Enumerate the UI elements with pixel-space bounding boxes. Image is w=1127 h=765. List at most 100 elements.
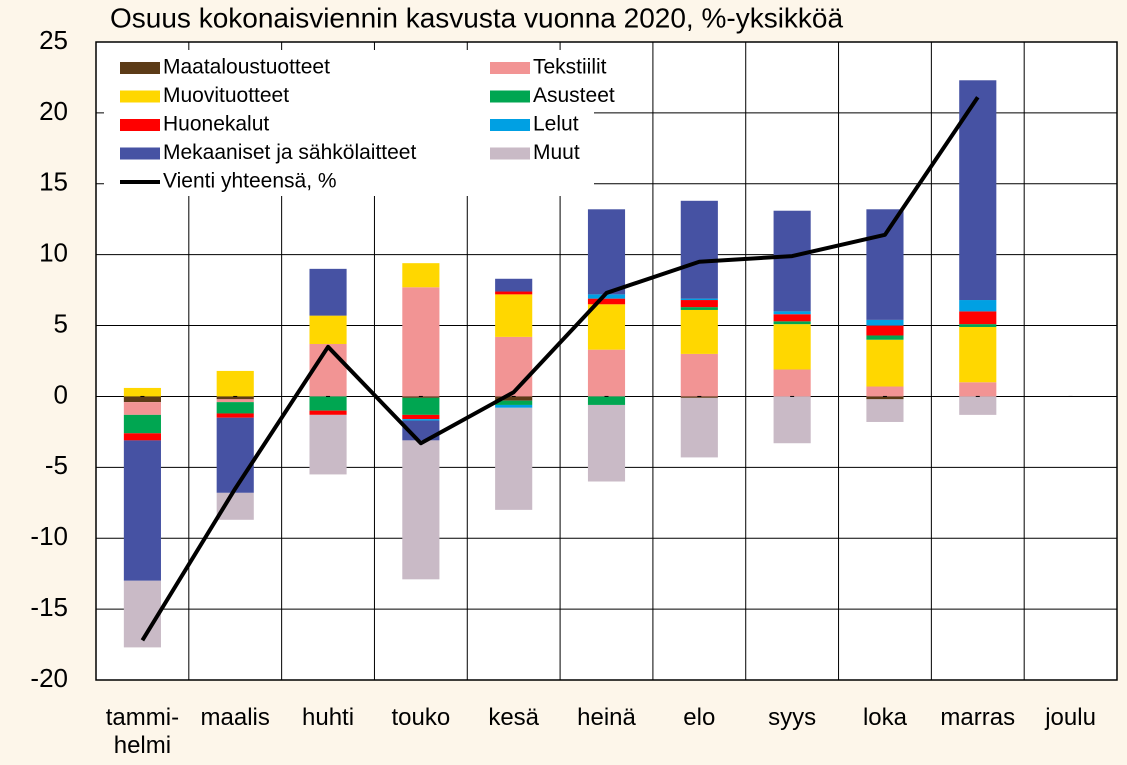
bar-segment bbox=[216, 413, 254, 418]
bar-segment bbox=[402, 419, 440, 421]
bar-segment bbox=[773, 321, 811, 325]
bar-segment bbox=[402, 396, 440, 398]
y-tick-label: -20 bbox=[30, 663, 68, 693]
bar-segment bbox=[680, 307, 718, 310]
x-tick-label: touko bbox=[391, 704, 451, 731]
bar-segment bbox=[309, 315, 347, 344]
bar-segment bbox=[587, 209, 626, 295]
bar-segment bbox=[959, 324, 997, 327]
legend-swatch bbox=[120, 62, 160, 74]
legend-swatch bbox=[120, 147, 160, 160]
bar-segment bbox=[680, 298, 718, 301]
bar-segment bbox=[495, 396, 533, 401]
bar-segment bbox=[402, 440, 440, 580]
legend-label: Vienti yhteensä, % bbox=[163, 170, 337, 193]
bar-segment bbox=[773, 396, 811, 444]
bar-segment bbox=[680, 396, 718, 398]
bar-segment bbox=[495, 336, 533, 397]
legend-label: Lelut bbox=[533, 113, 579, 136]
x-tick-label: marras bbox=[940, 704, 1016, 731]
bar-segment bbox=[309, 343, 347, 397]
bar-segment bbox=[495, 407, 533, 510]
bar-segment bbox=[309, 268, 347, 316]
bar-segment bbox=[123, 387, 161, 397]
bar-segment bbox=[773, 324, 811, 370]
y-tick-label: 15 bbox=[39, 167, 68, 197]
bar-segment bbox=[309, 414, 347, 475]
bar-segment bbox=[866, 386, 904, 397]
bar-segment bbox=[866, 335, 904, 340]
bar-segment bbox=[123, 440, 161, 581]
y-tick-label: -15 bbox=[30, 592, 68, 622]
bar-segment bbox=[587, 294, 626, 299]
y-tick-label: 10 bbox=[39, 238, 68, 268]
legend-swatch bbox=[490, 147, 530, 160]
bar-segment bbox=[680, 309, 718, 354]
plot-border bbox=[95, 41, 1118, 681]
bar-segment bbox=[773, 311, 811, 315]
bar-segment bbox=[866, 209, 904, 320]
line bbox=[140, 96, 980, 642]
bar-segment bbox=[959, 311, 997, 325]
bar-segment bbox=[495, 294, 533, 337]
legend-swatch bbox=[120, 90, 160, 103]
bar-segment bbox=[587, 396, 626, 405]
bar-segment bbox=[216, 417, 254, 493]
bar-segment bbox=[866, 319, 904, 326]
bar-segment bbox=[680, 200, 718, 299]
legend-swatch bbox=[490, 90, 530, 103]
y-tick-label: 5 bbox=[54, 308, 68, 338]
bar-segment bbox=[309, 396, 347, 411]
bar-segment bbox=[216, 370, 254, 397]
bar-segment bbox=[866, 325, 904, 336]
bar-segment bbox=[587, 298, 626, 305]
legend-label: Tekstiilit bbox=[533, 56, 607, 79]
bar-segment bbox=[773, 210, 811, 312]
bar-segment bbox=[959, 300, 997, 312]
bar-segment bbox=[402, 414, 440, 420]
bar-segment bbox=[587, 349, 626, 397]
x-tick-label: syys bbox=[768, 704, 817, 731]
bar-segment bbox=[495, 400, 533, 405]
y-tick-label: 20 bbox=[39, 96, 68, 126]
bar-segment bbox=[216, 396, 254, 400]
bar-segment bbox=[123, 414, 161, 434]
y-tick-label: 25 bbox=[39, 25, 68, 55]
x-tick-label: elo bbox=[683, 704, 716, 731]
bar-segment bbox=[495, 278, 533, 292]
legend-label: Asusteet bbox=[533, 84, 615, 107]
bar-segment bbox=[959, 326, 997, 383]
legend-label: Huonekalut bbox=[163, 113, 269, 136]
bar-segment bbox=[216, 399, 254, 403]
bar-segment bbox=[680, 353, 718, 397]
bar-segment bbox=[495, 291, 533, 295]
x-tick-label: maalis bbox=[200, 704, 270, 731]
bar-segment bbox=[123, 402, 161, 415]
bar-segment bbox=[123, 396, 161, 403]
bar-segment bbox=[216, 402, 254, 414]
legend-swatch bbox=[120, 119, 160, 131]
bar-segment bbox=[402, 397, 440, 415]
x-tick-label: kesä bbox=[488, 704, 540, 731]
legend: Maataloustuotteet Tekstiilit Muovituotteet… bbox=[104, 50, 615, 196]
legend-swatch bbox=[490, 119, 530, 131]
bar-segment bbox=[680, 397, 718, 458]
bar-segment bbox=[773, 314, 811, 322]
x-tick-label: huhti bbox=[302, 704, 355, 731]
legend-label: Mekaaniset ja sähkölaitteet bbox=[163, 141, 416, 164]
bar-segment bbox=[959, 382, 997, 397]
x-tick-label: tammi-helmi bbox=[105, 704, 180, 759]
legend-label: Muut bbox=[533, 141, 580, 164]
bar-segment bbox=[866, 399, 904, 422]
bar-segment bbox=[587, 304, 626, 350]
bar-segment bbox=[866, 396, 904, 400]
bar-segment bbox=[495, 404, 533, 408]
bar-segment bbox=[123, 580, 161, 648]
bar-segment bbox=[587, 404, 626, 482]
legend-label: Maataloustuotteet bbox=[163, 56, 330, 79]
x-tick-label: heinä bbox=[577, 704, 636, 731]
legend-swatch bbox=[490, 62, 530, 74]
bar-segment bbox=[402, 287, 440, 397]
x-tick-label: loka bbox=[862, 704, 907, 731]
